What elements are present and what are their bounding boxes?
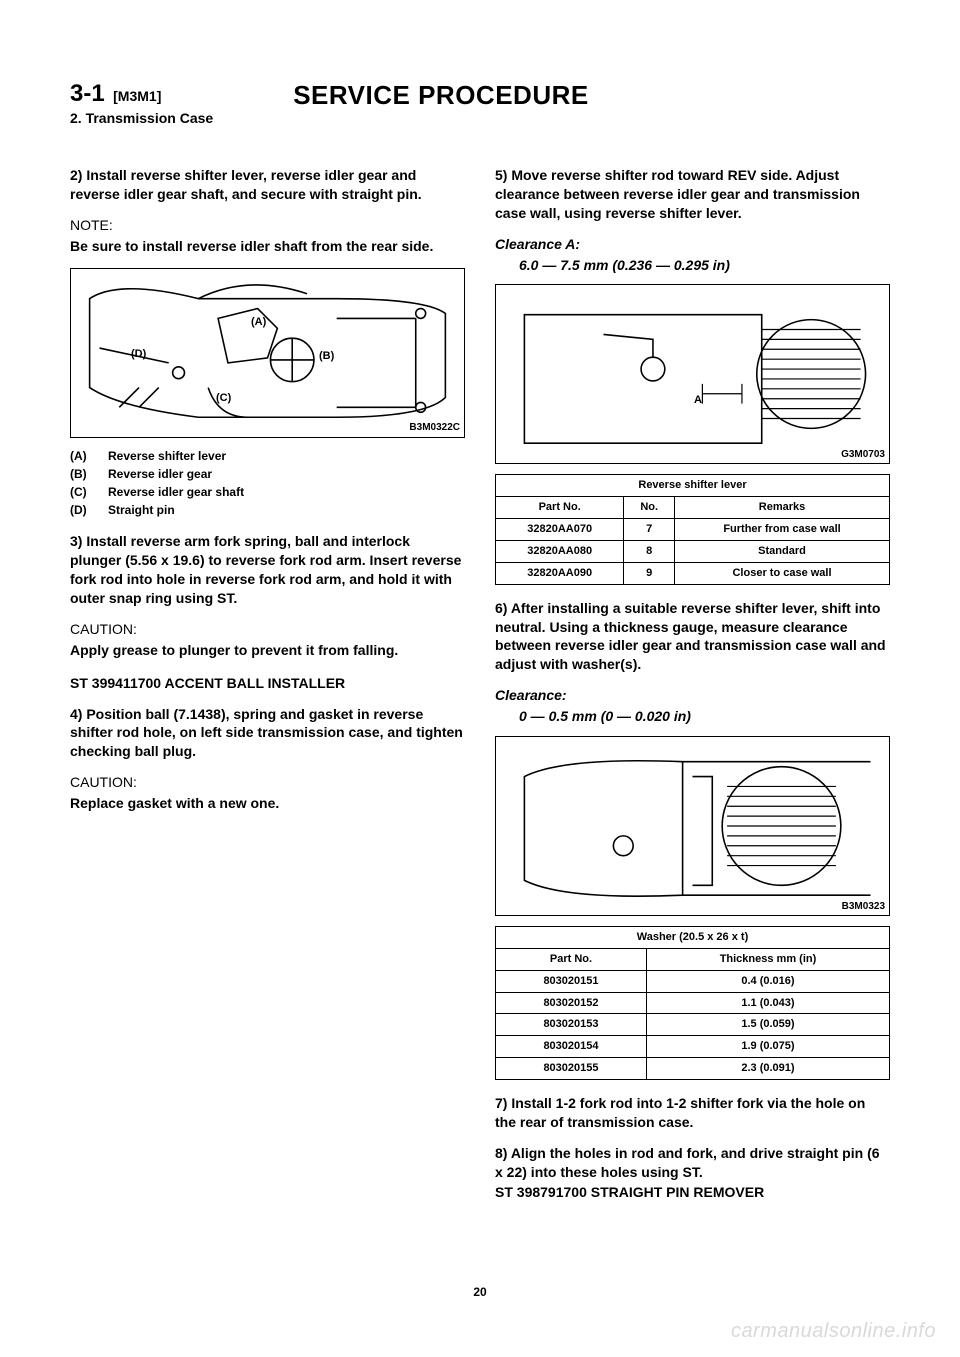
table-cell: Standard	[675, 540, 890, 562]
clearance-a-label: Clearance A:	[495, 235, 890, 254]
caution-label-2: CAUTION:	[70, 773, 465, 792]
table-cell: 803020152	[496, 992, 647, 1014]
legend-row: (C) Reverse idler gear shaft	[70, 484, 465, 500]
figure-3: B3M0323	[495, 736, 890, 916]
table-row: 32820AA0909Closer to case wall	[496, 562, 890, 584]
legend-key: (D)	[70, 502, 94, 518]
legend-val: Reverse idler gear shaft	[108, 484, 244, 500]
table-row: 8030201531.5 (0.059)	[496, 1014, 890, 1036]
table-cell: 7	[624, 519, 675, 541]
step-4: 4) Position ball (7.1438), spring and ga…	[70, 705, 465, 762]
page-header: 3-1 [M3M1] 2. Transmission Case SERVICE …	[70, 80, 890, 126]
fig1-label-c: (C)	[216, 391, 231, 406]
section-number: 3-1	[70, 80, 105, 107]
figure-3-drawing	[496, 737, 889, 915]
table-row: 8030201510.4 (0.016)	[496, 970, 890, 992]
caution-body-2: Replace gasket with a new one.	[70, 794, 465, 813]
washer-table: Washer (20.5 x 26 x t) Part No. Thicknes…	[495, 926, 890, 1080]
table-cell: 803020155	[496, 1058, 647, 1080]
shifter-lever-table: Reverse shifter lever Part No. No. Remar…	[495, 474, 890, 584]
table2-title: Washer (20.5 x 26 x t)	[496, 927, 890, 949]
section-line: 3-1 [M3M1]	[70, 80, 213, 108]
figure-2: A G3M0703	[495, 284, 890, 464]
table-cell: 8	[624, 540, 675, 562]
figure-3-code: B3M0323	[842, 900, 885, 914]
figure-1-code: B3M0322C	[409, 421, 460, 435]
table-row: 8030201521.1 (0.043)	[496, 992, 890, 1014]
legend-row: (A) Reverse shifter lever	[70, 448, 465, 464]
left-column: 2) Install reverse shifter lever, revers…	[70, 166, 465, 1214]
table-row: 8030201552.3 (0.091)	[496, 1058, 890, 1080]
table-header: No.	[624, 497, 675, 519]
st-line-1: ST 399411700 ACCENT BALL INSTALLER	[70, 674, 465, 693]
table-row: 32820AA0808Standard	[496, 540, 890, 562]
section-subtitle: 2. Transmission Case	[70, 110, 213, 126]
fig2-label-a: A	[694, 393, 702, 408]
watermark: carmanualsonline.info	[731, 1320, 936, 1343]
table-cell: 1.5 (0.059)	[646, 1014, 889, 1036]
table-row: Part No. No. Remarks	[496, 497, 890, 519]
step-7: 7) Install 1-2 fork rod into 1-2 shifter…	[495, 1094, 890, 1132]
table-row: 32820AA0707Further from case wall	[496, 519, 890, 541]
section-tag: [M3M1]	[113, 88, 161, 104]
table-row: 8030201541.9 (0.075)	[496, 1036, 890, 1058]
caution-body-1: Apply grease to plunger to prevent it fr…	[70, 641, 465, 660]
table-cell: 1.9 (0.075)	[646, 1036, 889, 1058]
figure-2-drawing	[496, 285, 889, 463]
table-cell: 32820AA070	[496, 519, 624, 541]
clearance-label: Clearance:	[495, 686, 890, 705]
table-header: Remarks	[675, 497, 890, 519]
table-header: Thickness mm (in)	[646, 948, 889, 970]
table-header: Part No.	[496, 948, 647, 970]
fig1-label-b: (B)	[319, 349, 334, 364]
table-cell: 803020153	[496, 1014, 647, 1036]
legend-val: Reverse idler gear	[108, 466, 212, 482]
page-title: SERVICE PROCEDURE	[293, 80, 589, 111]
figure-1-legend: (A) Reverse shifter lever (B) Reverse idle…	[70, 448, 465, 519]
step-3: 3) Install reverse arm fork spring, ball…	[70, 532, 465, 608]
table-cell: 32820AA080	[496, 540, 624, 562]
table-cell: 32820AA090	[496, 562, 624, 584]
figure-2-code: G3M0703	[841, 448, 885, 462]
legend-key: (C)	[70, 484, 94, 500]
table-cell: 1.1 (0.043)	[646, 992, 889, 1014]
table1-title: Reverse shifter lever	[496, 475, 890, 497]
table-cell: 803020151	[496, 970, 647, 992]
step-5: 5) Move reverse shifter rod toward REV s…	[495, 166, 890, 223]
content-columns: 2) Install reverse shifter lever, revers…	[70, 166, 890, 1214]
table-header: Part No.	[496, 497, 624, 519]
table-cell: 2.3 (0.091)	[646, 1058, 889, 1080]
figure-1-drawing	[71, 269, 464, 437]
legend-val: Reverse shifter lever	[108, 448, 226, 464]
table-cell: 0.4 (0.016)	[646, 970, 889, 992]
table-cell: Closer to case wall	[675, 562, 890, 584]
page: 3-1 [M3M1] 2. Transmission Case SERVICE …	[0, 0, 960, 1357]
fig1-label-a: (A)	[251, 315, 266, 330]
legend-row: (D) Straight pin	[70, 502, 465, 518]
page-number: 20	[0, 1285, 960, 1299]
caution-label-1: CAUTION:	[70, 620, 465, 639]
right-column: 5) Move reverse shifter rod toward REV s…	[495, 166, 890, 1214]
note-label: NOTE:	[70, 216, 465, 235]
figure-1: (A) (B) (C) (D) B3M0322C	[70, 268, 465, 438]
legend-row: (B) Reverse idler gear	[70, 466, 465, 482]
table-cell: 803020154	[496, 1036, 647, 1058]
legend-key: (A)	[70, 448, 94, 464]
legend-val: Straight pin	[108, 502, 175, 518]
clearance-value: 0 — 0.5 mm (0 — 0.020 in)	[519, 707, 890, 726]
st-line-2: ST 398791700 STRAIGHT PIN REMOVER	[495, 1183, 890, 1202]
table-cell: Further from case wall	[675, 519, 890, 541]
header-left: 3-1 [M3M1] 2. Transmission Case	[70, 80, 213, 126]
clearance-a-value: 6.0 — 7.5 mm (0.236 — 0.295 in)	[519, 256, 890, 275]
legend-key: (B)	[70, 466, 94, 482]
step-8: 8) Align the holes in rod and fork, and …	[495, 1144, 890, 1182]
step-6: 6) After installing a suitable reverse s…	[495, 599, 890, 675]
fig1-label-d: (D)	[131, 347, 146, 362]
table-row: Part No. Thickness mm (in)	[496, 948, 890, 970]
note-body: Be sure to install reverse idler shaft f…	[70, 237, 465, 256]
step-2: 2) Install reverse shifter lever, revers…	[70, 166, 465, 204]
table-cell: 9	[624, 562, 675, 584]
